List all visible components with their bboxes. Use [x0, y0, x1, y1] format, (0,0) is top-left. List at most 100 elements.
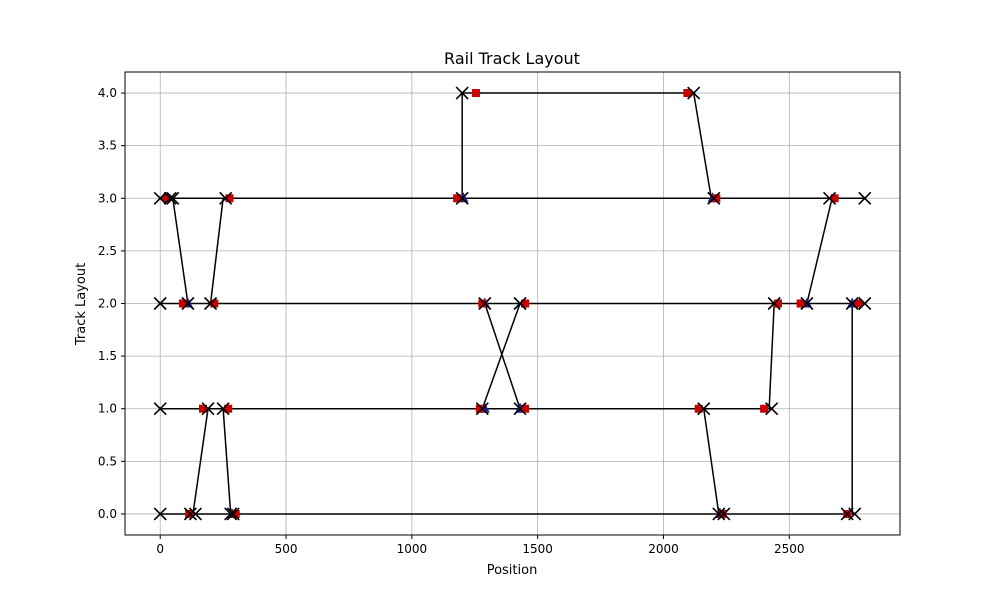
x-marker-stroke	[219, 191, 233, 205]
x-marker-stroke	[181, 296, 195, 311]
x-marker	[513, 402, 527, 416]
track-connection	[484, 303, 521, 409]
x-marker	[163, 191, 177, 205]
red-marker	[796, 299, 805, 308]
track-connection	[692, 92, 713, 199]
x-marker	[226, 507, 240, 521]
x-marker	[848, 507, 862, 521]
x-marker	[203, 296, 218, 311]
x-marker	[224, 507, 238, 521]
x-marker-stroke	[153, 296, 167, 311]
x-marker-stroke	[455, 191, 469, 205]
x-marker-stroke	[216, 402, 230, 416]
x-marker	[712, 507, 726, 521]
x-marker	[153, 507, 167, 521]
red-marker	[178, 299, 187, 308]
x-marker	[455, 86, 469, 100]
x-marker	[707, 191, 721, 205]
track-connection	[481, 303, 521, 409]
red-marker	[760, 404, 769, 413]
red-marker	[185, 509, 194, 518]
red-marker	[521, 299, 530, 308]
x-marker	[166, 191, 180, 205]
x-marker-stroke	[687, 86, 701, 100]
red-marker	[830, 194, 839, 203]
red-marker	[683, 89, 692, 98]
x-marker	[216, 402, 230, 416]
red-marker	[521, 404, 530, 413]
x-marker-stroke	[845, 296, 859, 311]
track-connection	[222, 408, 232, 515]
y-tick-label: 2.5	[98, 244, 117, 258]
red-marker	[210, 299, 219, 308]
x-marker	[858, 191, 872, 205]
x-marker-stroke	[478, 296, 492, 311]
x-marker-stroke	[163, 191, 177, 205]
red-marker	[773, 299, 782, 308]
x-marker	[455, 191, 469, 205]
red-marker	[712, 194, 721, 203]
x-marker-stroke	[513, 296, 527, 311]
x-axis-label: Position	[487, 563, 538, 578]
red-marker	[453, 194, 462, 203]
red-marker	[199, 404, 208, 413]
x-marker	[183, 507, 197, 521]
ticks: 0 500 1000 1500 2000 2500 0.0 0.5 1.0 1.5 2.0 2.5 3.…	[98, 86, 805, 556]
red-marker	[225, 194, 234, 203]
red-marker	[478, 299, 487, 308]
x-marker-stroke	[201, 402, 215, 416]
x-marker-stroke	[707, 191, 721, 205]
x-marker	[687, 86, 701, 100]
x-marker	[181, 296, 195, 311]
red-marker	[224, 404, 233, 413]
x-marker-stroke	[166, 191, 180, 205]
x-marker	[153, 402, 167, 416]
red-marker	[718, 509, 727, 518]
x-marker	[475, 402, 489, 416]
x-marker	[153, 296, 167, 311]
red-marker	[162, 194, 171, 203]
red-marker	[694, 404, 703, 413]
red-marker	[472, 89, 481, 98]
y-tick-label: 1.0	[98, 402, 117, 416]
x-marker	[219, 191, 233, 205]
x-marker-stroke	[475, 402, 489, 416]
x-marker	[765, 402, 779, 416]
y-tick-label: 4.0	[98, 86, 117, 100]
track-connection	[209, 198, 224, 304]
x-marker	[822, 191, 837, 205]
x-marker-stroke	[226, 507, 240, 521]
y-axis-label: Track Layout	[74, 263, 89, 346]
x-marker-stroke	[455, 86, 469, 100]
red-marker	[231, 509, 240, 518]
x-marker-stroke	[203, 296, 218, 311]
x-marker	[697, 402, 711, 416]
track-lines	[160, 92, 865, 515]
x-marker-stroke	[224, 507, 238, 521]
x-marker	[717, 507, 731, 521]
x-marker-stroke	[800, 296, 814, 311]
markers	[153, 86, 872, 521]
x-tick-label: 2000	[648, 542, 679, 556]
x-tick-label: 0	[156, 542, 164, 556]
x-tick-label: 2500	[774, 542, 805, 556]
y-tick-label: 2.0	[98, 297, 117, 311]
chart-title: Rail Track Layout	[444, 49, 580, 68]
x-marker	[513, 296, 527, 311]
red-marker	[854, 299, 863, 308]
x-marker-stroke	[765, 402, 779, 416]
x-marker-stroke	[858, 191, 872, 205]
y-tick-label: 1.5	[98, 349, 117, 363]
x-marker-stroke	[858, 296, 872, 311]
x-marker-stroke	[513, 402, 527, 416]
x-marker	[153, 191, 167, 205]
track-connection	[192, 408, 209, 515]
y-tick-label: 3.5	[98, 139, 117, 153]
x-marker-stroke	[717, 507, 731, 521]
x-marker-stroke	[188, 507, 203, 521]
y-tick-label: 0.5	[98, 454, 117, 468]
x-marker	[188, 507, 203, 521]
track-connection	[768, 303, 775, 409]
